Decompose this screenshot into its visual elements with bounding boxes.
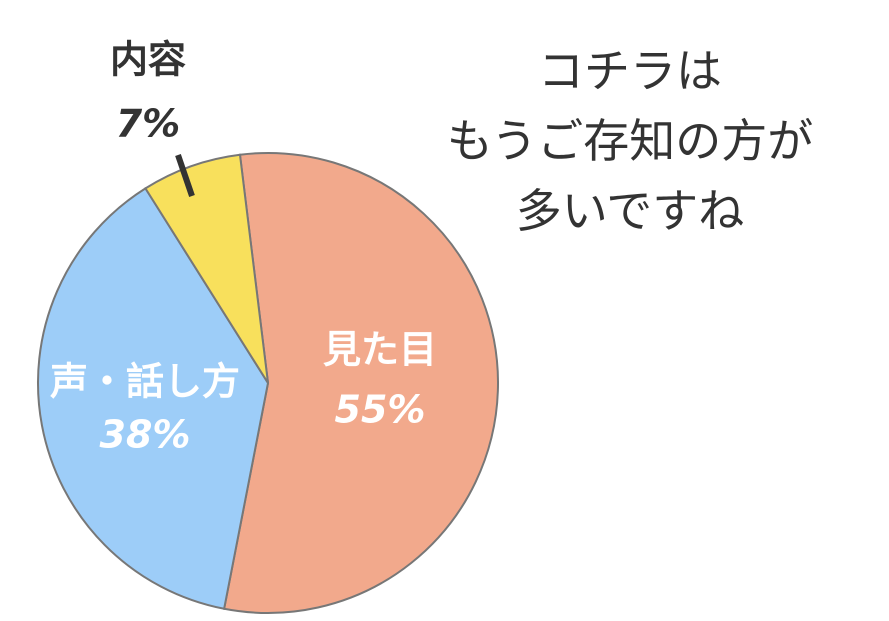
annotation: コチラは (538, 44, 722, 98)
slice-label: 内容 (110, 38, 186, 82)
slice-value-label: 55% (335, 388, 426, 432)
slice-value-label: 7% (116, 102, 181, 146)
pie-slice (222, 152, 499, 614)
slice-label: 声・話し方 (50, 360, 240, 404)
annotation: もうご存知の方が (447, 114, 814, 168)
slice-value-label: 38% (100, 413, 191, 457)
leader-line (175, 154, 195, 197)
slice-label: 見た目 (323, 328, 437, 372)
annotation: 多いですね (516, 184, 745, 238)
pie-slice (144, 153, 269, 384)
